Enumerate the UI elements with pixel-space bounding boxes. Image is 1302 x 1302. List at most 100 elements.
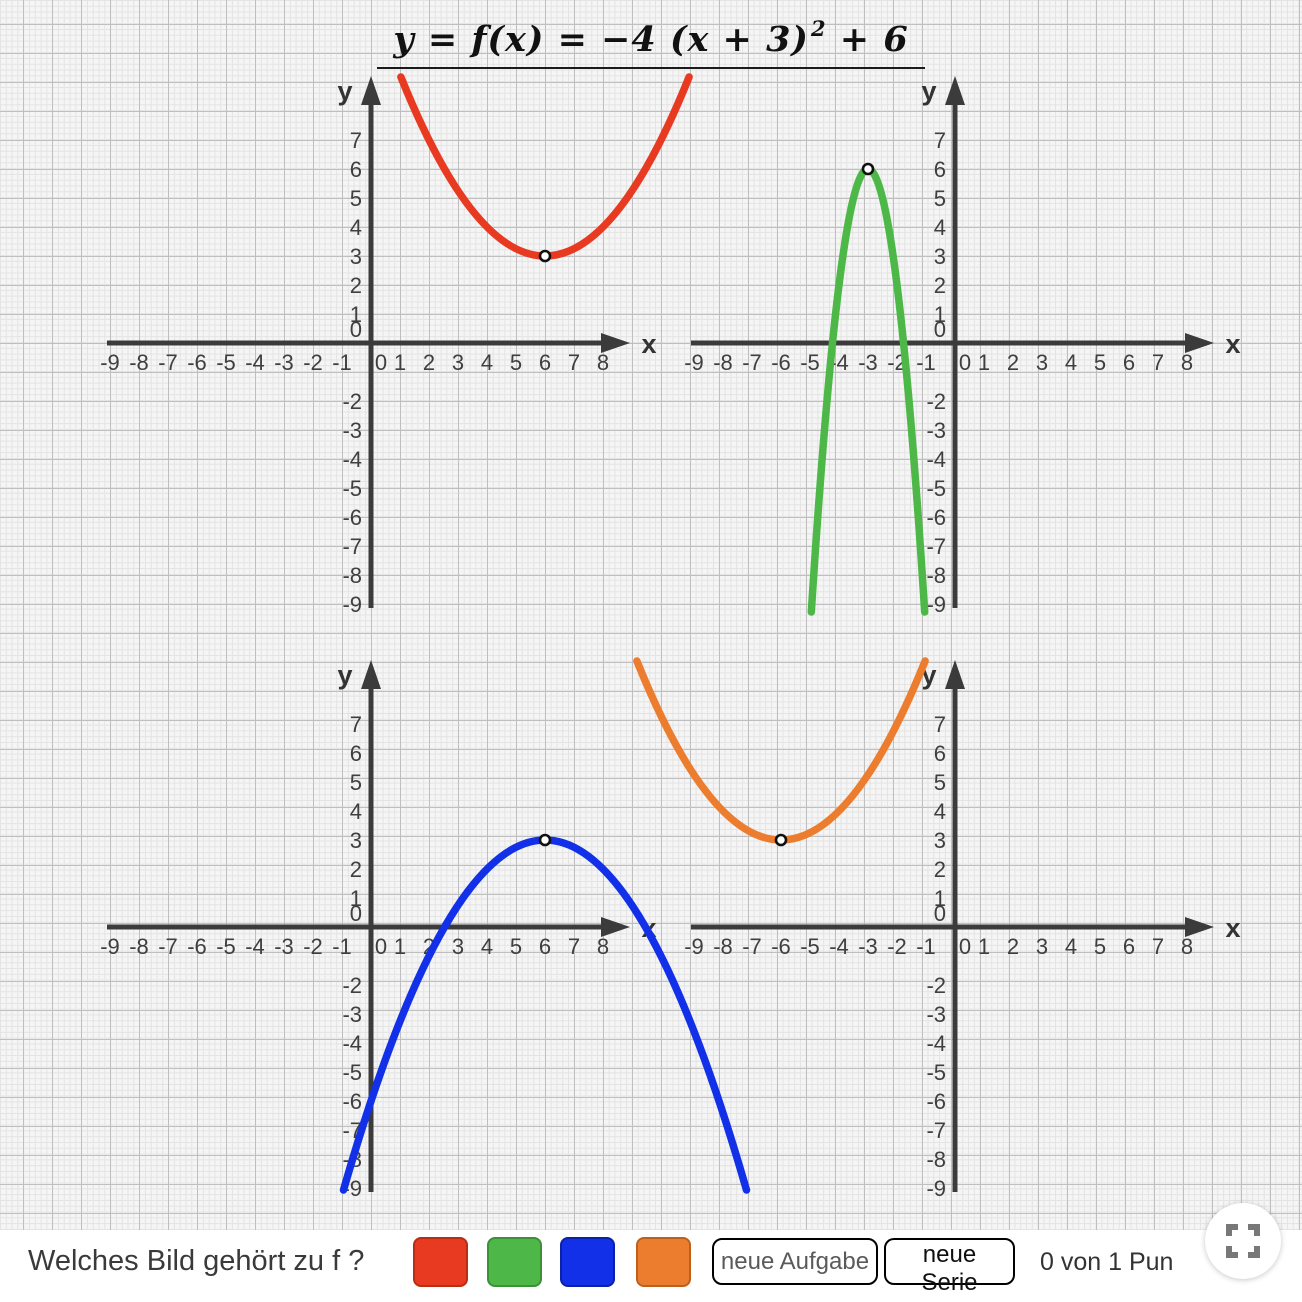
y-axis-label: y [337,76,352,106]
x-tick-label: -1 [916,350,936,375]
x-tick-label: -2 [303,934,323,959]
x-tick-label: 5 [1094,934,1106,959]
y-tick-label: -4 [926,447,946,472]
x-axis-arrow [1185,333,1214,353]
y-tick-label: 2 [350,857,362,882]
y-tick-label: -6 [342,1089,362,1114]
y-tick-label: 2 [350,273,362,298]
x-tick-label: 2 [423,350,435,375]
parabola-green [807,165,929,616]
y-tick-label: 0 [350,317,362,342]
formula-tail: + 6 [826,19,909,60]
coordinate-system-bottom-left: -9 -8 -7 -6 -5 -4 -3 -2 -1 0 1 2 3 4 5 6 7 876543210-2-3-… [100,660,657,1201]
x-tick-label: -8 [713,350,733,375]
x-tick-label: 0 [375,934,387,959]
y-tick-label: 6 [350,157,362,182]
x-tick-label: -7 [742,350,762,375]
neue-aufgabe-button[interactable]: neue Aufgabe [712,1238,878,1285]
y-tick-label: -3 [342,1002,362,1027]
x-tick-label: -4 [829,934,849,959]
x-tick-label: 4 [1065,350,1077,375]
y-tick-label: -8 [926,563,946,588]
y-tick-label: -2 [926,973,946,998]
y-tick-label: -5 [342,476,362,501]
y-tick-label: 3 [934,828,946,853]
y-tick-label: 5 [934,770,946,795]
x-tick-label: 0 [959,934,971,959]
y-tick-label: 1 [350,302,362,327]
answer-swatch-blue[interactable] [560,1237,615,1287]
x-tick-label: -6 [771,934,791,959]
vertex-point-green [861,162,875,176]
y-tick-label: 3 [350,828,362,853]
coordinate-system-top-left: -9 -8 -7 -6 -5 -4 -3 -2 -1 0 1 2 3 4 5 6 7 876543210-2-3-… [100,76,657,617]
x-axis-arrow [601,917,630,937]
x-axis-label: x [1225,329,1240,359]
x-tick-label: 2 [1007,934,1019,959]
x-tick-label: 3 [452,350,464,375]
function-formula: y = f(x) = −4 (x + 3)2 + 6 [377,16,925,69]
answer-swatch-red[interactable] [413,1237,468,1287]
y-tick-label: -2 [926,389,946,414]
x-tick-label: 4 [1065,934,1077,959]
fullscreen-button[interactable] [1205,1203,1281,1279]
y-tick-label: 4 [350,215,362,240]
x-tick-label: -1 [332,350,352,375]
y-tick-label: -4 [342,1031,362,1056]
y-axis-arrow [945,660,965,689]
x-tick-label: 1 [978,934,990,959]
x-tick-label: 6 [1123,934,1135,959]
x-tick-label: 1 [394,934,406,959]
vertex-point-orange [774,833,788,847]
answer-swatch-green[interactable] [487,1237,542,1287]
y-tick-label: 4 [350,799,362,824]
x-tick-label: -5 [216,934,236,959]
x-tick-label: -1 [916,934,936,959]
x-tick-label: -6 [187,934,207,959]
x-tick-label: -8 [129,934,149,959]
y-tick-label: -8 [926,1147,946,1172]
y-tick-label: 5 [934,186,946,211]
y-tick-label: -3 [926,1002,946,1027]
y-tick-label: -5 [926,476,946,501]
x-tick-label: 7 [1152,934,1164,959]
y-tick-label: 4 [934,215,946,240]
x-tick-label: 4 [481,350,493,375]
coordinate-system-top-right: -9 -8 -7 -6 -5 -4 -3 -2 -1 0 1 2 3 4 5 6 7 876543210-2-3-… [684,76,1241,617]
y-tick-label: 5 [350,770,362,795]
x-tick-label: -7 [158,934,178,959]
score-label: 0 von 1 Pun [1040,1248,1174,1276]
vertex-point-red [538,249,552,263]
fullscreen-icon [1226,1224,1260,1258]
question-label: Welches Bild gehört zu f ? [28,1245,365,1277]
y-tick-label: -9 [926,1176,946,1201]
coordinate-system-bottom-right: -9 -8 -7 -6 -5 -4 -3 -2 -1 0 1 2 3 4 5 6 7 876543210-2-3-… [684,660,1241,1201]
y-tick-label: -6 [926,505,946,530]
x-tick-label: -8 [713,934,733,959]
x-axis-label: x [641,329,656,359]
title-area: y = f(x) = −4 (x + 3)2 + 6 [0,0,1302,69]
y-tick-label: 3 [350,244,362,269]
x-tick-label: -4 [245,350,265,375]
x-tick-label: -1 [332,934,352,959]
y-tick-label: 1 [934,886,946,911]
x-tick-label: 3 [1036,350,1048,375]
y-tick-label: -6 [926,1089,946,1114]
x-tick-label: 1 [978,350,990,375]
y-tick-label: 6 [934,741,946,766]
x-axis-label: x [1225,913,1240,943]
x-tick-label: -3 [858,350,878,375]
x-tick-label: 7 [1152,350,1164,375]
x-tick-label: -9 [684,934,704,959]
parabola-blue [339,836,751,1194]
x-tick-label: -9 [684,350,704,375]
y-tick-label: -3 [342,418,362,443]
x-tick-label: -8 [129,350,149,375]
x-tick-label: 0 [959,350,971,375]
answer-swatch-orange[interactable] [636,1237,691,1287]
neue-serie-button[interactable]: neue Serie [884,1238,1015,1296]
x-tick-label: 6 [539,350,551,375]
x-tick-label: -5 [800,350,820,375]
y-tick-label: 1 [350,886,362,911]
